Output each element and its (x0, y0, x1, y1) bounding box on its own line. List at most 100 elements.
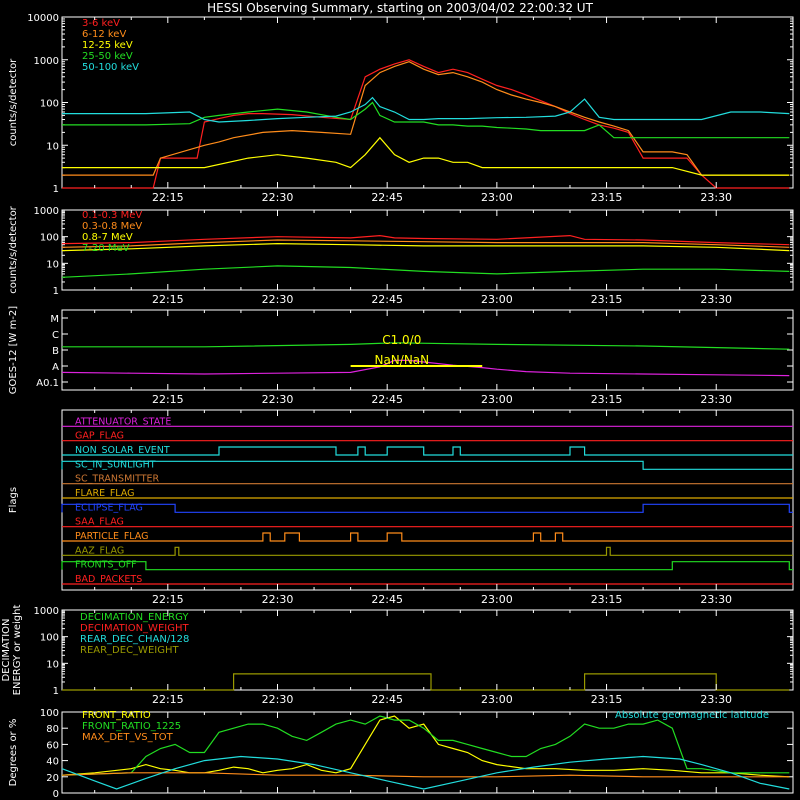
series-7-20-MeV (61, 265, 790, 278)
panel4-xtick-label: 22:30 (262, 593, 294, 606)
panel5-xtick-label: 22:45 (371, 693, 403, 706)
panel5-ytick-label: 1 (53, 686, 59, 697)
panel2-legend-entry: 0.3-0.8 MeV (82, 221, 142, 232)
panel2-xtick-label: 23:30 (700, 293, 732, 306)
panel1-ytick-label: 1000 (34, 56, 59, 67)
flag-label-sc-transmitter: SC_TRANSMITTER (75, 474, 160, 485)
panel2-xtick-label: 22:30 (262, 293, 294, 306)
panel5-frame (61, 609, 794, 691)
panel2-legend-entry: 0.1-0.3 MeV (82, 210, 142, 221)
panel3-ylabel: GOES-12 [W m-2] (8, 306, 19, 394)
panel4-xtick-label: 23:30 (700, 593, 732, 606)
flag-trace-aaz-flag (62, 546, 793, 556)
flag-trace-particle-flag (62, 532, 793, 542)
series-6-12-keV (62, 61, 790, 176)
panel5-ylabel-text: ENERGY or weight (12, 605, 23, 696)
panel6-ytick-label: 100 (40, 708, 59, 719)
panel2-ytick-label: 10 (46, 259, 59, 270)
series-absolute-geomagnetic-latitude (61, 755, 790, 790)
panel2-ytick-label: 1000 (34, 206, 59, 217)
panel5-legend-entry: DECIMATION_ENERGY (80, 612, 189, 623)
panel2-xtick-label: 23:00 (481, 293, 513, 306)
panel4-ylabel-text: Flags (8, 487, 19, 513)
panel3-xtick-label: 23:00 (481, 393, 513, 406)
flag-label-aaz-flag: AAZ_FLAG (75, 545, 124, 556)
panel6-legend-entry: FRONT_RATIO_1225 (82, 721, 181, 732)
panel4-ylabel: Flags (8, 487, 19, 513)
flag-label-flare-flag: FLARE_FLAG (75, 488, 135, 499)
panel5-xtick-label: 23:15 (591, 693, 623, 706)
panel5-legend-entry: REAR_DEC_CHAN/128 (80, 634, 189, 645)
panel1-ytick-label: 100 (40, 99, 59, 110)
panel5-xtick-label: 22:30 (262, 693, 294, 706)
panel3-ytick-label: A (52, 362, 59, 373)
series-rear-dec-weight (62, 673, 790, 691)
panel5-xtick-label: 22:15 (152, 693, 184, 706)
panel6-ylabel-text: Degrees or % (8, 719, 19, 787)
panel1-xtick-label: 23:00 (481, 191, 513, 204)
goes-annotation-ratio: NaN/NaN (374, 353, 429, 367)
panel1-ytick-label: 10000 (27, 13, 59, 24)
panel1-legend-entry: 25-50 keV (82, 51, 133, 62)
flag-trace-fronts-off (61, 561, 793, 571)
panel4-frame (61, 409, 794, 591)
panel5-ylabel: DECIMATION ENERGY or weight (1, 605, 23, 696)
flag-label-sc-in-sunlight: SC_IN_SUNLIGHT (75, 459, 156, 470)
series-50-100-keV (62, 96, 790, 123)
panel1-ytick-label: 10 (46, 141, 59, 152)
panel1-ylabel: counts/s/detector (8, 58, 19, 146)
flag-label-non-solar-event: NON_SOLAR_EVENT (75, 445, 170, 456)
panel2-legend-entry: 7-20 MeV (82, 243, 130, 254)
flag-label-saa-flag: SAA_FLAG (75, 517, 124, 528)
panel5-ytick-label: 10 (46, 659, 59, 670)
panel1-xtick-label: 23:15 (591, 191, 623, 204)
panel1-legend-entry: 3-6 keV (82, 18, 120, 29)
panel3-xtick-label: 22:45 (371, 393, 403, 406)
panel5-xtick-label: 23:30 (700, 693, 732, 706)
panel3-xtick-label: 23:15 (591, 393, 623, 406)
panel5-ylabel-text: DECIMATION (1, 618, 12, 681)
panel4-xtick-label: 23:15 (591, 593, 623, 606)
panel4-xtick-label: 23:00 (481, 593, 513, 606)
panel5-xtick-label: 23:00 (481, 693, 513, 706)
flag-label-bad-packets: BAD_PACKETS (75, 574, 142, 585)
panel3-ytick-label: A0.1 (36, 378, 59, 389)
figure-title: HESSI Observing Summary, starting on 200… (207, 1, 593, 15)
series-25-50-keV (62, 101, 790, 139)
panel2-frame (61, 209, 794, 291)
panel1-xtick-label: 22:45 (371, 191, 403, 204)
series-0.1-0.3-MeV (61, 234, 790, 246)
series-max-det-vs-tot (61, 772, 790, 778)
series-0.3-0.8-MeV (61, 239, 790, 248)
panel3-xtick-label: 23:30 (700, 393, 732, 406)
flag-label-eclipse-flag: ECLIPSE_FLAG (75, 502, 143, 513)
panel1-ytick-label: 1 (53, 184, 59, 195)
flag-label-particle-flag: PARTICLE_FLAG (75, 531, 148, 542)
panel1-frame (61, 16, 794, 189)
panel1-legend-entry: 50-100 keV (82, 62, 139, 73)
panel1-legend-entry: 12-25 keV (82, 40, 133, 51)
goes-annotation-class: C1.0/0 (382, 333, 421, 347)
panel6-frame (61, 711, 794, 794)
series-goes-short (61, 359, 790, 377)
series-0.8-7-MeV (61, 242, 790, 252)
series-goes-long (62, 342, 790, 350)
panel5-legend-entry: REAR_DEC_WEIGHT (80, 645, 179, 656)
panel5-ytick-label: 100 (40, 633, 59, 644)
panel3-ytick-label: C (52, 330, 59, 341)
panel2-ylabel-text: counts/s/detector (8, 205, 19, 293)
panel6-ytick-label: 20 (46, 773, 59, 784)
series-front-ratio-1225 (61, 715, 790, 776)
panel6-legend-entry: MAX_DET_VS_TOT (82, 732, 174, 743)
panel1-ylabel-text: counts/s/detector (8, 58, 19, 146)
panel3-ytick-label: B (52, 346, 59, 357)
panel3-ylabel-text: GOES-12 [W m-2] (8, 306, 19, 394)
panel2-legend-entry: 0.8-7 MeV (82, 232, 133, 243)
panel2-xtick-label: 23:15 (591, 293, 623, 306)
flag-trace-non-solar-event (62, 446, 793, 456)
panel3-ytick-label: M (50, 314, 59, 325)
panel3-frame (61, 309, 794, 391)
panel3-xtick-label: 22:15 (152, 393, 184, 406)
